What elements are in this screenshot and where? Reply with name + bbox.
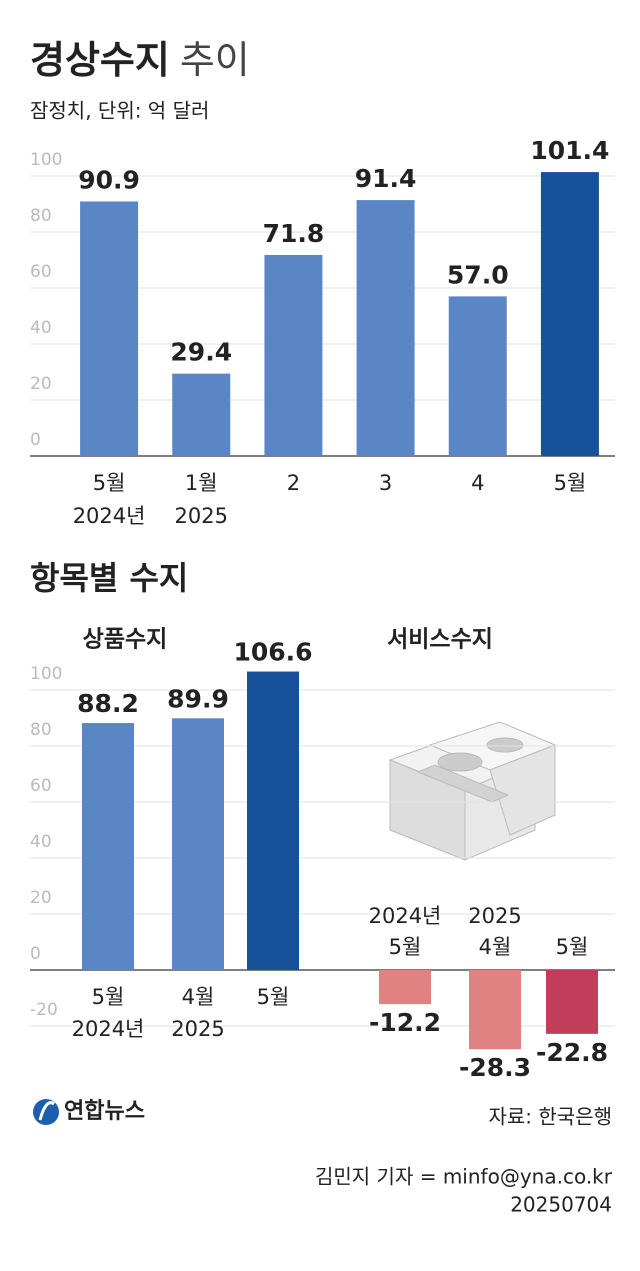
y-tick-label: 40 (30, 318, 52, 338)
group-title: 상품수지 (83, 627, 168, 653)
bar (80, 201, 139, 456)
x-tick-year: 2025 (468, 904, 521, 928)
bar (82, 723, 134, 970)
bar (172, 718, 224, 970)
bar (172, 373, 231, 456)
title-suffix: 추이 (180, 38, 250, 82)
x-tick-label: 5월 (257, 985, 290, 1009)
x-tick-label: 4월 (182, 985, 215, 1009)
value-label: 29.4 (170, 338, 232, 367)
y-tick-label: 60 (30, 262, 52, 282)
y-tick-label: 80 (30, 720, 52, 740)
x-tick-label: 1월 (185, 471, 218, 495)
bar (247, 671, 299, 970)
x-tick-year: 2024년 (72, 1017, 145, 1041)
y-tick-label: 100 (30, 150, 62, 170)
y-tick-label: 80 (30, 206, 52, 226)
chart-title: 경상수지 추이 (30, 38, 250, 82)
x-tick-label: 4월 (479, 935, 512, 959)
value-label: 101.4 (530, 136, 609, 165)
x-tick-year: 2024년 (369, 904, 442, 928)
y-tick-label: 20 (30, 888, 52, 908)
credit: 김민지 기자 = minfo@yna.co.kr (315, 1165, 613, 1189)
bar (469, 970, 521, 1050)
x-tick-year: 2024년 (73, 504, 146, 528)
value-label: 106.6 (233, 638, 312, 667)
bar (448, 296, 507, 456)
title-main: 경상수지 (30, 38, 170, 82)
group-title: 서비스수지 (387, 627, 493, 653)
value-label: 57.0 (447, 260, 509, 289)
source: 자료: 한국은행 (489, 1105, 613, 1129)
subtitle: 잠정치, 단위: 억 달러 (30, 99, 209, 123)
value-label: 88.2 (77, 689, 139, 718)
chart-title: 항목별 수지 (30, 559, 188, 597)
bar (546, 970, 598, 1034)
bar (540, 172, 599, 456)
value-label: 90.9 (78, 165, 140, 194)
y-tick-label: 40 (30, 832, 52, 852)
x-tick-label: 5월 (92, 985, 125, 1009)
bar (264, 254, 323, 456)
value-label: -22.8 (536, 1038, 608, 1067)
y-tick-label: -20 (30, 1000, 58, 1020)
logo: 연합뉴스 (33, 1098, 145, 1125)
x-tick-year: 2025 (171, 1017, 224, 1041)
bar (379, 970, 431, 1005)
x-tick-label: 5월 (554, 471, 587, 495)
y-tick-label: 20 (30, 374, 52, 394)
y-tick-label: 0 (30, 430, 41, 450)
value-label: -12.2 (369, 1008, 441, 1037)
value-label: -28.3 (459, 1053, 531, 1082)
value-label: 91.4 (355, 164, 417, 193)
x-tick-label: 5월 (93, 471, 126, 495)
y-tick-label: 60 (30, 776, 52, 796)
y-tick-label: 0 (30, 944, 41, 964)
x-tick-label: 3 (379, 471, 392, 495)
y-tick-label: 100 (30, 664, 62, 684)
x-tick-label: 4 (471, 471, 484, 495)
money-illustration (388, 721, 557, 861)
x-tick-label: 5월 (556, 935, 589, 959)
date: 20250704 (510, 1193, 612, 1217)
value-label: 89.9 (167, 684, 229, 713)
logo-text: 연합뉴스 (64, 1098, 145, 1124)
x-tick-label: 5월 (389, 935, 422, 959)
bar (356, 200, 415, 456)
x-tick-year: 2025 (175, 504, 228, 528)
x-tick-label: 2 (287, 471, 300, 495)
value-label: 71.8 (263, 219, 325, 248)
